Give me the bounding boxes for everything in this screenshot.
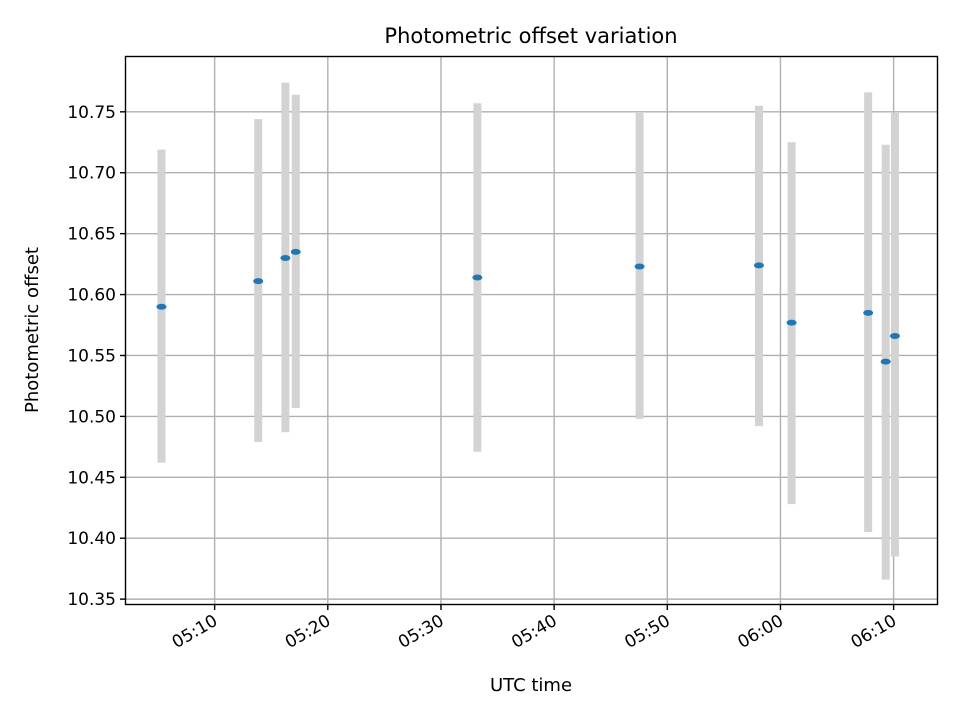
y-tick-label: 10.60	[67, 286, 116, 306]
y-tick-label: 10.75	[67, 103, 116, 123]
data-point	[253, 278, 264, 285]
plot-frame	[124, 55, 939, 606]
grid-layer	[126, 57, 937, 604]
data-point	[880, 358, 891, 365]
y-tick-label: 10.50	[67, 407, 116, 427]
data-point	[753, 262, 764, 269]
data-point	[156, 303, 167, 310]
data-point	[290, 248, 301, 255]
chart-title: Photometric offset variation	[384, 24, 677, 48]
data-point	[280, 255, 291, 262]
data-point	[889, 332, 900, 339]
data-point	[863, 309, 874, 316]
y-tick-label: 10.35	[67, 590, 116, 610]
y-tick-label: 10.65	[67, 225, 116, 245]
data-point	[634, 263, 645, 270]
point-layer	[156, 248, 900, 365]
y-tick-label: 10.55	[67, 346, 116, 366]
x-axis-label: UTC time	[490, 675, 572, 696]
y-tick-label: 10.40	[67, 529, 116, 549]
y-tick-label: 10.45	[67, 468, 116, 488]
y-tick-label: 10.70	[67, 164, 116, 184]
data-point	[786, 319, 797, 326]
y-axis-label: Photometric offset	[22, 247, 43, 413]
data-point	[472, 274, 483, 281]
